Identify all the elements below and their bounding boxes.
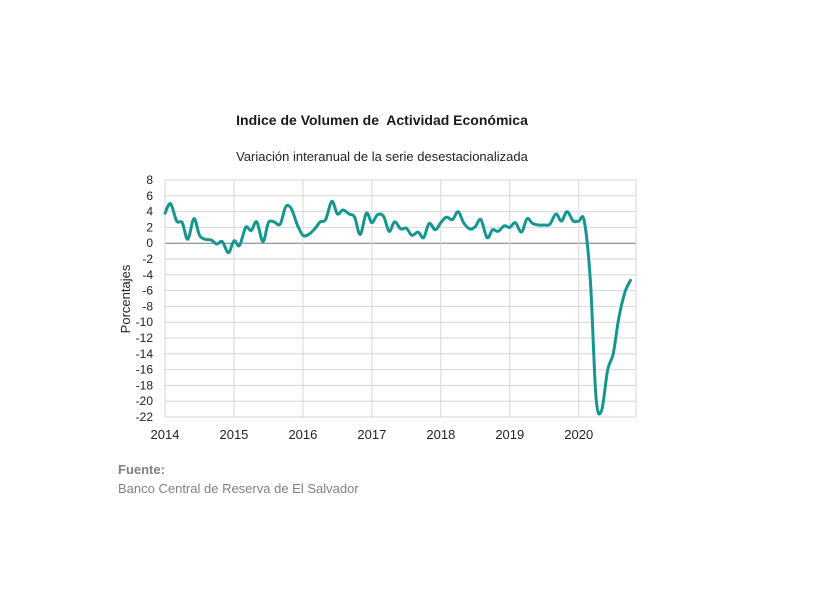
x-tick-label: 2016 [288,427,317,442]
y-tick-label: -6 [142,284,153,298]
source-label: Fuente: [118,462,165,477]
y-tick-label: -8 [142,299,153,313]
y-tick-label: 6 [146,189,153,203]
grid [164,179,637,418]
x-tick-label: 2020 [564,427,593,442]
y-tick-label: -18 [136,378,154,392]
series-line [163,199,632,416]
y-tick-label: -14 [136,347,154,361]
chart-subtitle: Variación interanual de la serie desesta… [236,149,528,164]
x-tick-labels: 2014 2015 2016 2017 2018 2019 2020 [151,427,594,442]
chart-title: Indice de Volumen de Actividad Económica [236,112,528,128]
x-tick-label: 2018 [426,427,455,442]
y-tick-label: 8 [146,173,153,187]
x-tick-label: 2015 [219,427,248,442]
y-tick-label: 0 [146,236,153,250]
x-tick-label: 2019 [495,427,524,442]
y-tick-label: -20 [136,394,154,408]
y-tick-labels: 8 6 42 0 -2 -4 -6-8 -10 -12 -14 -16-18 -20 -22 [136,173,154,424]
x-tick-label: 2017 [357,427,386,442]
y-tick-label: -12 [136,331,154,345]
y-tick-label: -2 [142,252,153,266]
y-tick-label: -4 [142,268,153,282]
y-axis-label: Porcentajes [118,264,133,333]
x-tick-label: 2014 [151,427,180,442]
series [163,199,632,416]
y-tick-label: 4 [146,205,153,219]
source-text: Banco Central de Reserva de El Salvador [118,481,359,496]
y-tick-label: -16 [136,363,154,377]
y-tick-label: -22 [136,410,154,424]
y-tick-label: -10 [136,315,154,329]
y-tick-label: 2 [146,220,153,234]
